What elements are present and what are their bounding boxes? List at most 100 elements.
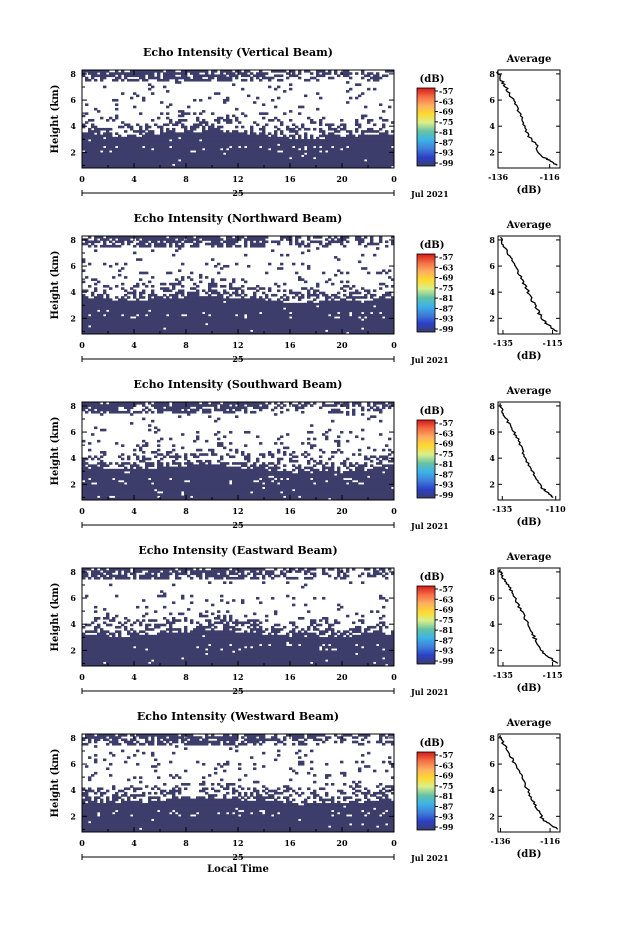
echo-cell xyxy=(142,316,146,319)
echo-cell xyxy=(214,159,218,162)
echo-cell xyxy=(391,136,395,140)
echo-cell xyxy=(388,313,392,317)
echo-cell xyxy=(334,127,338,131)
echo-cell xyxy=(106,404,110,407)
echo-cell xyxy=(316,285,320,288)
echo-cell xyxy=(265,318,269,322)
echo-cell xyxy=(148,154,152,158)
echo-cell xyxy=(157,134,161,138)
echo-cell xyxy=(352,298,356,301)
echo-cell xyxy=(91,316,95,319)
echo-cell xyxy=(181,291,185,295)
echo-cell xyxy=(244,242,248,246)
echo-cell xyxy=(358,161,362,164)
echo-cell xyxy=(133,293,137,297)
echo-cell xyxy=(328,322,332,326)
echo-cell xyxy=(238,322,242,326)
echo-cell xyxy=(151,322,155,326)
echo-cell xyxy=(244,152,248,156)
echo-cell xyxy=(337,145,341,149)
heatmap-cells xyxy=(82,402,395,501)
echo-cell xyxy=(271,307,275,310)
echo-cell xyxy=(91,76,95,80)
echo-cell xyxy=(154,70,158,73)
echo-cell xyxy=(88,408,92,412)
echo-cell xyxy=(280,236,284,239)
echo-cell xyxy=(283,318,287,322)
echo-cell xyxy=(106,145,110,149)
echo-cell xyxy=(292,291,296,295)
echo-cell xyxy=(241,325,245,328)
echo-cell xyxy=(214,141,218,144)
echo-cell xyxy=(214,327,218,330)
echo-cell xyxy=(202,134,206,138)
echo-cell xyxy=(154,293,158,297)
echo-cell xyxy=(121,300,125,304)
echo-cell xyxy=(367,302,371,306)
echo-cell xyxy=(373,242,377,246)
echo-cell xyxy=(280,163,284,167)
echo-cell xyxy=(256,242,260,246)
echo-cell xyxy=(112,322,116,326)
echo-cell xyxy=(103,74,107,78)
echo-cell xyxy=(94,145,98,149)
echo-cell xyxy=(322,145,326,149)
echo-cell xyxy=(145,139,149,142)
echo-cell xyxy=(88,127,92,131)
echo-cell xyxy=(160,165,164,169)
echo-cell xyxy=(160,313,164,317)
echo-cell xyxy=(316,331,320,335)
echo-cell xyxy=(184,145,188,149)
echo-cell xyxy=(127,307,131,310)
echo-cell xyxy=(262,291,266,295)
echo-cell xyxy=(256,300,260,304)
echo-cell xyxy=(319,329,323,333)
echo-cell xyxy=(103,291,107,295)
echo-cell xyxy=(169,70,173,73)
echo-cell xyxy=(277,300,281,304)
echo-cell xyxy=(172,287,176,290)
echo-cell xyxy=(91,72,95,75)
echo-cell xyxy=(211,130,215,133)
echo-cell xyxy=(298,141,302,144)
echo-cell xyxy=(94,455,98,459)
echo-cell xyxy=(142,325,146,328)
echo-cell xyxy=(355,163,359,167)
echo-cell xyxy=(226,78,230,82)
echo-cell xyxy=(253,327,257,330)
echo-cell xyxy=(133,477,137,481)
echo-cell xyxy=(97,152,101,156)
echo-cell xyxy=(151,293,155,297)
echo-cell xyxy=(373,136,377,140)
y-axis-label: Height (km) xyxy=(50,85,61,154)
echo-cell xyxy=(232,307,236,310)
echo-cell xyxy=(298,278,302,281)
echo-cell xyxy=(181,156,185,160)
echo-cell xyxy=(361,240,365,244)
echo-cell xyxy=(388,291,392,295)
colorbar-tick-label: -81 xyxy=(439,293,453,303)
echo-cell xyxy=(130,236,134,239)
echo-cell xyxy=(202,289,206,293)
echo-cell xyxy=(157,154,161,158)
echo-cell xyxy=(166,309,170,313)
echo-cell xyxy=(373,152,377,156)
echo-cell xyxy=(322,156,326,160)
echo-cell xyxy=(160,147,164,151)
echo-cell xyxy=(136,154,140,158)
echo-cell xyxy=(247,305,251,308)
echo-cell xyxy=(226,264,230,268)
echo-cell xyxy=(106,477,110,481)
echo-cell xyxy=(160,143,164,147)
echo-cell xyxy=(145,318,149,322)
echo-cell xyxy=(244,322,248,326)
echo-cell xyxy=(304,311,308,315)
echo-cell xyxy=(310,147,314,151)
echo-cell xyxy=(196,154,200,158)
echo-cell xyxy=(169,130,173,133)
echo-cell xyxy=(235,161,239,164)
echo-cell xyxy=(256,123,260,127)
echo-cell xyxy=(100,145,104,149)
echo-cell xyxy=(259,147,263,151)
echo-cell xyxy=(343,163,347,167)
